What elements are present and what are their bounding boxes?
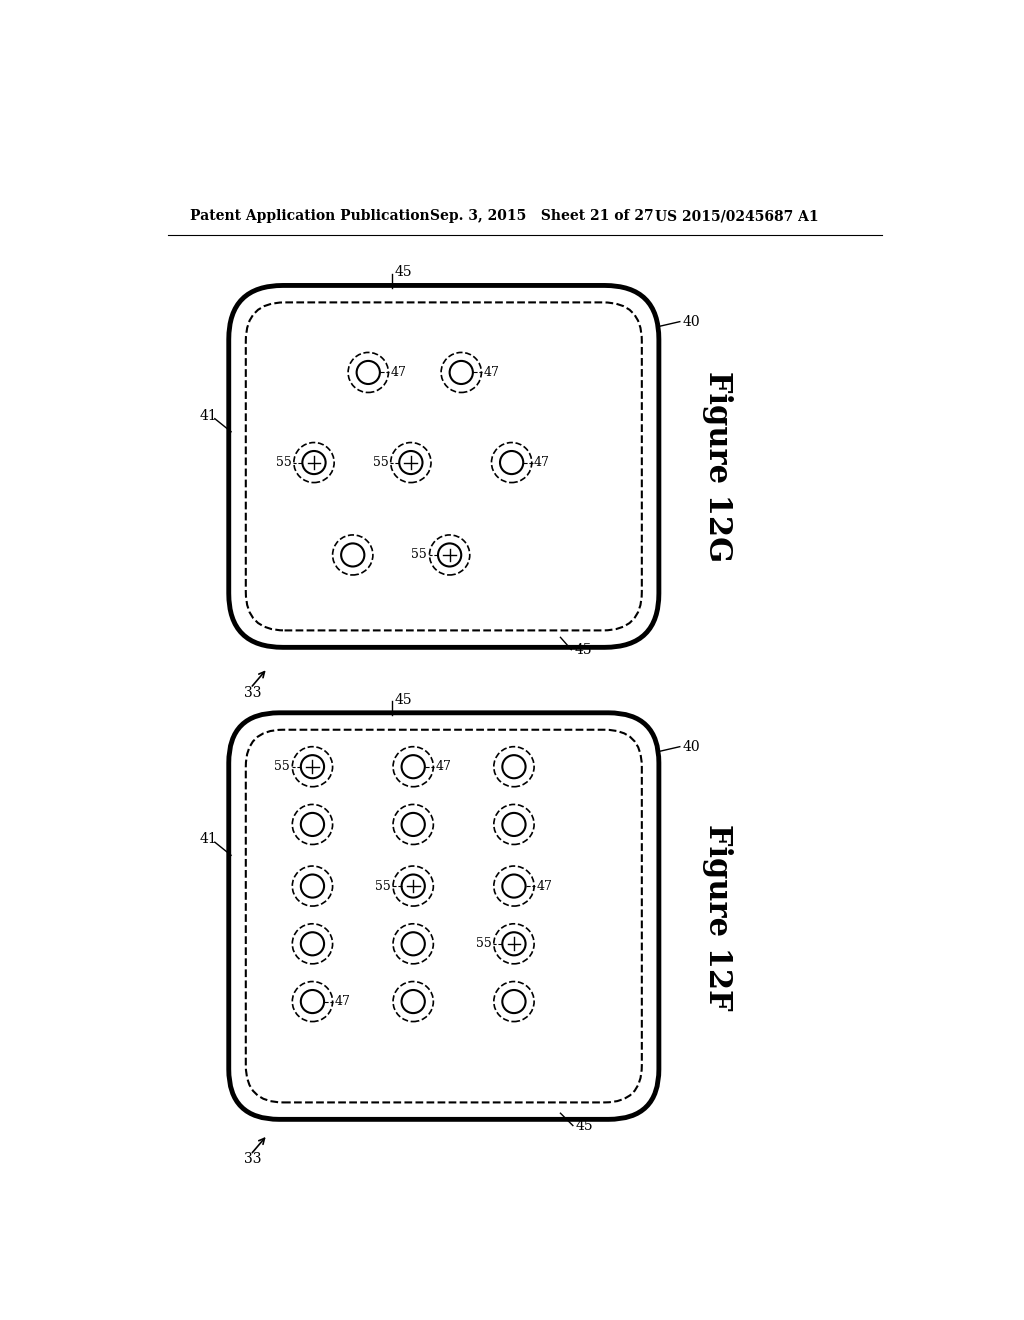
Text: 45: 45 [575, 1118, 594, 1133]
Text: 55: 55 [373, 455, 388, 469]
Text: Figure 12G: Figure 12G [701, 371, 732, 562]
Circle shape [399, 451, 423, 474]
Text: 55: 55 [412, 548, 427, 561]
Text: Sep. 3, 2015   Sheet 21 of 27: Sep. 3, 2015 Sheet 21 of 27 [430, 209, 654, 223]
Text: 55: 55 [275, 455, 292, 469]
Circle shape [393, 982, 433, 1022]
Circle shape [503, 990, 525, 1014]
Circle shape [494, 924, 535, 964]
Text: 33: 33 [245, 1152, 262, 1167]
Circle shape [494, 804, 535, 845]
Circle shape [393, 924, 433, 964]
Text: 55: 55 [274, 760, 290, 774]
Circle shape [333, 535, 373, 576]
Circle shape [503, 813, 525, 836]
Circle shape [429, 535, 470, 576]
Text: 47: 47 [391, 366, 407, 379]
Circle shape [401, 990, 425, 1014]
Text: 47: 47 [435, 760, 452, 774]
Circle shape [292, 747, 333, 787]
Circle shape [503, 932, 525, 956]
Circle shape [341, 544, 365, 566]
Circle shape [401, 755, 425, 779]
Circle shape [492, 442, 531, 483]
Text: 40: 40 [682, 314, 699, 329]
Text: Patent Application Publication: Patent Application Publication [190, 209, 430, 223]
Circle shape [441, 352, 481, 392]
Text: 45: 45 [394, 693, 413, 706]
Circle shape [292, 924, 333, 964]
Circle shape [438, 544, 461, 566]
Circle shape [494, 982, 535, 1022]
Text: US 2015/0245687 A1: US 2015/0245687 A1 [655, 209, 818, 223]
Text: 33: 33 [245, 686, 262, 700]
Circle shape [500, 451, 523, 474]
Text: 55: 55 [375, 879, 391, 892]
Circle shape [494, 866, 535, 906]
Circle shape [292, 866, 333, 906]
Circle shape [393, 804, 433, 845]
Circle shape [348, 352, 388, 392]
Circle shape [301, 990, 324, 1014]
Circle shape [302, 451, 326, 474]
Circle shape [503, 875, 525, 898]
Circle shape [391, 442, 431, 483]
Text: 55: 55 [476, 937, 492, 950]
Circle shape [393, 866, 433, 906]
Circle shape [294, 442, 334, 483]
Text: 47: 47 [335, 995, 351, 1008]
Circle shape [494, 747, 535, 787]
Circle shape [301, 875, 324, 898]
FancyBboxPatch shape [228, 713, 658, 1119]
Text: 47: 47 [537, 879, 552, 892]
Circle shape [401, 932, 425, 956]
Circle shape [393, 747, 433, 787]
Text: 40: 40 [682, 739, 699, 754]
Circle shape [503, 755, 525, 779]
Circle shape [301, 755, 324, 779]
FancyBboxPatch shape [228, 285, 658, 647]
Circle shape [292, 982, 333, 1022]
Text: 45: 45 [574, 643, 592, 656]
Circle shape [450, 360, 473, 384]
Circle shape [292, 804, 333, 845]
Text: 45: 45 [394, 265, 413, 280]
Text: 41: 41 [200, 832, 217, 846]
Text: 47: 47 [483, 366, 500, 379]
Circle shape [401, 875, 425, 898]
Circle shape [301, 932, 324, 956]
Text: 41: 41 [200, 409, 217, 422]
Text: Figure 12F: Figure 12F [701, 824, 732, 1010]
Circle shape [401, 813, 425, 836]
Circle shape [356, 360, 380, 384]
Text: 47: 47 [535, 455, 550, 469]
Circle shape [301, 813, 324, 836]
